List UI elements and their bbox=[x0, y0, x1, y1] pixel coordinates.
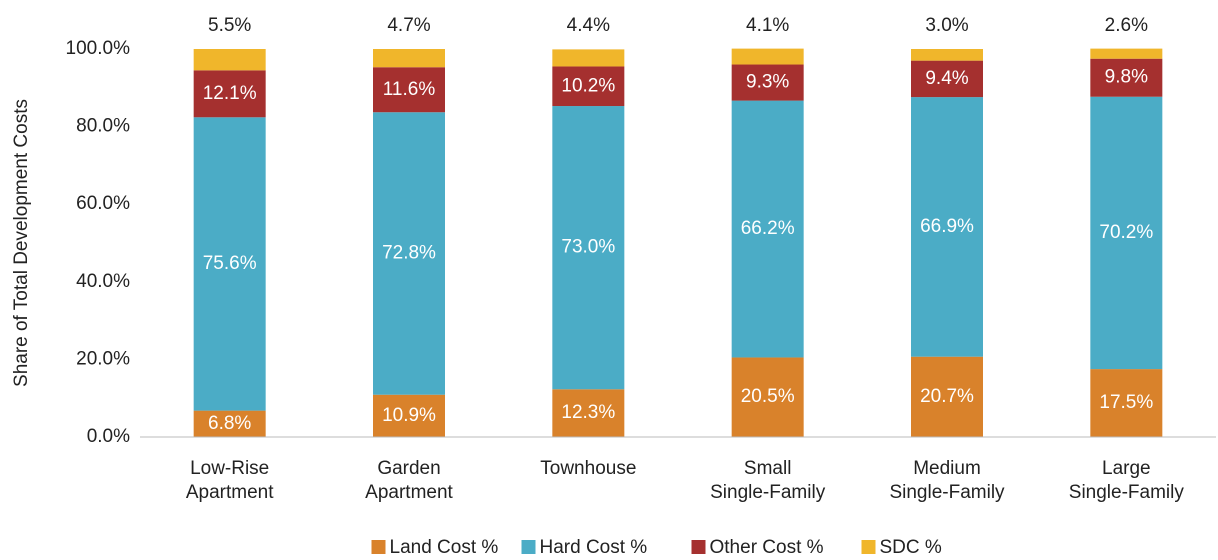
legend-label: SDC % bbox=[880, 537, 942, 558]
bar-segment bbox=[193, 49, 266, 71]
y-tick-label: 40.0% bbox=[76, 271, 130, 292]
data-label: 72.8% bbox=[382, 242, 436, 263]
x-tick-label: Large Single-Family bbox=[1069, 458, 1185, 503]
data-label: 66.2% bbox=[741, 218, 795, 239]
legend-swatch bbox=[861, 540, 876, 554]
bar-segment bbox=[1090, 58, 1163, 97]
data-label: 20.7% bbox=[920, 386, 974, 407]
legend-swatch bbox=[691, 540, 706, 554]
bar-segment bbox=[731, 48, 804, 65]
data-label: 10.9% bbox=[382, 405, 436, 426]
data-label: 75.6% bbox=[203, 253, 257, 274]
bar-segment bbox=[193, 117, 266, 411]
data-label: 70.2% bbox=[1099, 222, 1153, 243]
x-tick-label: Small Single-Family bbox=[710, 458, 826, 503]
bar-segment bbox=[552, 66, 625, 107]
data-label: 9.8% bbox=[1105, 67, 1148, 88]
bar-segment bbox=[911, 49, 983, 61]
y-tick-label: 60.0% bbox=[76, 193, 130, 214]
legend-swatch bbox=[521, 540, 536, 554]
bar-segment bbox=[731, 100, 804, 358]
y-tick-label: 80.0% bbox=[76, 116, 130, 137]
data-label: 12.3% bbox=[561, 402, 615, 423]
bar-segment bbox=[373, 49, 445, 68]
legend-swatch bbox=[371, 540, 386, 554]
bar-segment bbox=[373, 394, 445, 437]
bar-segment bbox=[552, 389, 625, 437]
data-label: 4.1% bbox=[746, 15, 789, 36]
data-label: 12.1% bbox=[203, 83, 257, 104]
data-label: 10.2% bbox=[561, 75, 615, 96]
x-tick-label: Garden Apartment bbox=[365, 458, 453, 503]
x-tick-label: Low-Rise Apartment bbox=[186, 458, 274, 503]
legend-label: Hard Cost % bbox=[540, 537, 648, 558]
bar-segment bbox=[373, 67, 445, 113]
bar-segment bbox=[373, 112, 445, 395]
data-label: 20.5% bbox=[741, 386, 795, 407]
bar-segment bbox=[911, 60, 983, 98]
bar-segment bbox=[1090, 48, 1163, 59]
data-label: 6.8% bbox=[208, 413, 251, 434]
y-tick-label: 0.0% bbox=[87, 426, 130, 447]
bar-segment bbox=[911, 356, 983, 437]
data-label: 17.5% bbox=[1099, 392, 1153, 413]
y-tick-label: 100.0% bbox=[66, 38, 131, 59]
y-axis-label: Share of Total Development Costs bbox=[11, 99, 32, 387]
bar-segment bbox=[911, 97, 983, 357]
data-label: 2.6% bbox=[1105, 15, 1148, 36]
legend-label: Land Cost % bbox=[390, 537, 499, 558]
data-label: 9.3% bbox=[746, 72, 789, 93]
data-label: 5.5% bbox=[208, 15, 251, 36]
data-label: 4.4% bbox=[567, 15, 610, 36]
data-label: 3.0% bbox=[925, 15, 968, 36]
bar-segment bbox=[1090, 369, 1163, 437]
bar-segment bbox=[731, 357, 804, 437]
bar-segment bbox=[552, 49, 625, 67]
data-label: 73.0% bbox=[561, 237, 615, 258]
legend-label: Other Cost % bbox=[710, 537, 824, 558]
bar-segment bbox=[552, 106, 625, 390]
data-label: 9.4% bbox=[925, 68, 968, 89]
y-tick-label: 20.0% bbox=[76, 348, 130, 369]
bar-segment bbox=[193, 410, 266, 437]
x-tick-label: Medium Single-Family bbox=[889, 458, 1005, 503]
data-label: 4.7% bbox=[387, 15, 430, 36]
x-tick-label: Townhouse bbox=[540, 458, 636, 479]
bar-segment bbox=[731, 64, 804, 101]
data-label: 11.6% bbox=[383, 79, 436, 100]
bar-segment bbox=[193, 70, 266, 118]
bar-segment bbox=[1090, 96, 1163, 370]
data-label: 66.9% bbox=[920, 216, 974, 237]
